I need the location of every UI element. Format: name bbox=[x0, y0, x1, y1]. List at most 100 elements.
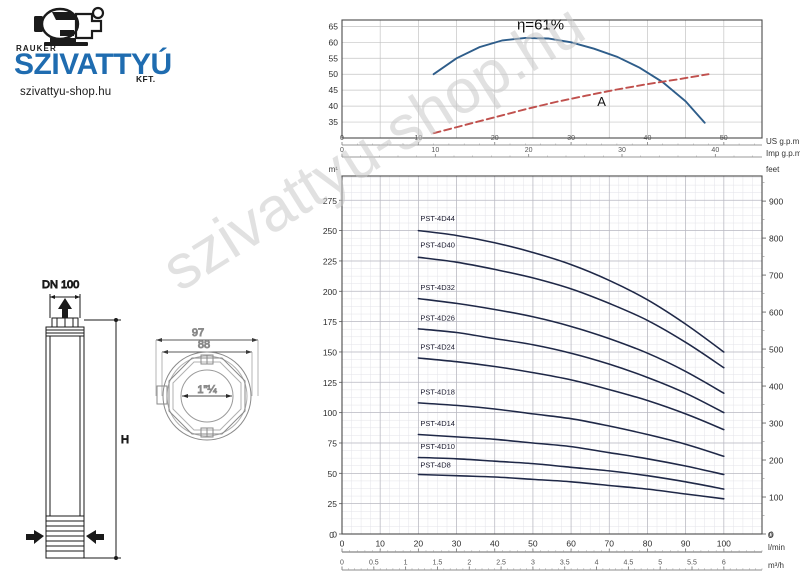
performance-y-tick: 275 bbox=[323, 196, 337, 206]
height-dimension-label: H bbox=[121, 434, 129, 446]
performance-curve bbox=[417, 473, 725, 500]
efficiency-curves bbox=[432, 36, 710, 135]
performance-x-axis-unit: m³/h bbox=[768, 561, 784, 570]
performance-y-tick: 125 bbox=[323, 378, 337, 388]
performance-x-tick: 0 bbox=[340, 539, 345, 549]
performance-plot-frame bbox=[341, 175, 763, 535]
pump-cross-section-drawing: 97 88 bbox=[155, 327, 259, 441]
performance-x-tick: 5 bbox=[658, 560, 662, 567]
performance-curve bbox=[417, 297, 725, 394]
performance-y-tick: 100 bbox=[323, 408, 337, 418]
pump-side-view-drawing: DN 100 bbox=[26, 279, 130, 560]
inner-diameter-label: 88 bbox=[198, 339, 210, 351]
efficiency-x-tick: 50 bbox=[720, 135, 728, 142]
performance-y-tick-right: 700 bbox=[769, 271, 783, 281]
performance-x-tick: 3 bbox=[531, 560, 535, 567]
performance-x-tick: 2 bbox=[467, 560, 471, 567]
efficiency-x-tick: 0 bbox=[340, 135, 344, 142]
brand-logo: RAUKER SZIVATTYÚ KFT. szivattyu-shop.hu bbox=[8, 4, 198, 104]
performance-curve-label: PST-4D8 bbox=[420, 460, 450, 469]
performance-y-tick-right: 200 bbox=[769, 456, 783, 466]
performance-y-tick-right: 500 bbox=[769, 345, 783, 355]
performance-curve bbox=[417, 433, 725, 476]
performance-curve-label: PST-4D24 bbox=[420, 343, 455, 352]
efficiency-y-tick: 35 bbox=[329, 117, 339, 127]
efficiency-curve bbox=[432, 73, 710, 135]
performance-x-tick: 6 bbox=[722, 560, 726, 567]
performance-curve bbox=[417, 357, 725, 431]
performance-x-tick: 80 bbox=[643, 539, 653, 549]
pump-logo-icon bbox=[34, 6, 105, 46]
performance-curve-label: PST-4D10 bbox=[420, 442, 455, 451]
performance-y-tick-labels: 0 25 50 75 100 125 150 175 200 225 250 275 bbox=[323, 196, 342, 540]
performance-curve-label: PST-4D14 bbox=[420, 419, 455, 428]
performance-x-tick: 0 bbox=[340, 560, 344, 567]
efficiency-y-tick: 50 bbox=[329, 69, 339, 79]
performance-y-tick: 225 bbox=[323, 256, 337, 266]
performance-x-tick: 30 bbox=[452, 539, 462, 549]
performance-x-tick: 0.5 bbox=[369, 560, 379, 567]
performance-curves bbox=[417, 229, 725, 500]
performance-y-tick-labels-right: 0 100 200 300 400 500 600 700 800 900 bbox=[762, 182, 783, 540]
performance-curve-label: PST-4D18 bbox=[420, 387, 455, 396]
efficiency-x-tick: 0 bbox=[340, 147, 344, 154]
efficiency-x-tick: 30 bbox=[618, 147, 626, 154]
brand-name: SZIVATTYÚ bbox=[14, 48, 172, 81]
performance-curve bbox=[417, 328, 725, 414]
performance-curve-label: PST-4D32 bbox=[420, 283, 455, 292]
efficiency-curve bbox=[432, 36, 706, 124]
efficiency-x-tick: 30 bbox=[567, 135, 575, 142]
efficiency-x-tick: 40 bbox=[711, 147, 719, 154]
performance-x-tick: 90 bbox=[681, 539, 691, 549]
performance-y-tick: 25 bbox=[328, 499, 338, 509]
brand-suffix: KFT. bbox=[136, 74, 156, 84]
efficiency-annotation: η=61% bbox=[517, 17, 564, 34]
performance-x-tick: 4 bbox=[595, 560, 599, 567]
performance-curve-label: PST-4D26 bbox=[420, 313, 455, 322]
efficiency-annotation: A bbox=[597, 94, 606, 109]
performance-x-tick: 40 bbox=[490, 539, 500, 549]
efficiency-x-axis-unit: Imp g.p.m. bbox=[766, 149, 800, 158]
performance-x-tick: 1 bbox=[404, 560, 408, 567]
efficiency-y-tick: 60 bbox=[329, 37, 339, 47]
efficiency-y-tick-labels: 35 40 45 50 55 60 65 bbox=[329, 21, 339, 127]
performance-y-tick-right: 600 bbox=[769, 308, 783, 318]
bore-size-label: 1"¼ bbox=[197, 384, 217, 396]
performance-y-tick-right: 300 bbox=[769, 419, 783, 429]
performance-y-tick-right: 100 bbox=[769, 493, 783, 503]
performance-curve bbox=[417, 402, 725, 458]
performance-y-tick-right: 900 bbox=[769, 197, 783, 207]
efficiency-y-tick: 65 bbox=[329, 21, 339, 31]
performance-x-tick: 70 bbox=[605, 539, 615, 549]
efficiency-chart-grid bbox=[341, 20, 763, 138]
performance-curve bbox=[417, 256, 725, 369]
efficiency-y-tick: 40 bbox=[329, 101, 339, 111]
performance-y-tick-right: 0 bbox=[769, 530, 774, 540]
y-axis-unit-left: m¹ bbox=[329, 165, 339, 174]
performance-x-tick: 50 bbox=[528, 539, 538, 549]
efficiency-annotations: η=61% A bbox=[517, 17, 606, 110]
efficiency-plot-frame bbox=[341, 19, 763, 139]
outer-diameter-label: 97 bbox=[192, 327, 204, 339]
efficiency-x-tick: 20 bbox=[525, 147, 533, 154]
performance-x-tick: 2.5 bbox=[496, 560, 506, 567]
performance-curve-labels: PST-4D44 PST-4D40 PST-4D32 PST-4D26 PST-4D24… bbox=[420, 214, 455, 469]
performance-x-tick: 20 bbox=[414, 539, 424, 549]
y-axis-unit-right: feet bbox=[766, 165, 780, 174]
performance-x-tick: 3.5 bbox=[560, 560, 570, 567]
performance-y-tick-right: 400 bbox=[769, 382, 783, 392]
performance-x-axis-unit: l/min bbox=[768, 543, 785, 552]
performance-y-tick: 150 bbox=[323, 347, 337, 357]
efficiency-x-tick: 10 bbox=[431, 147, 439, 154]
brand-top-text: RAUKER bbox=[16, 44, 57, 53]
performance-x-tick: 100 bbox=[717, 539, 731, 549]
performance-y-tick: 0 bbox=[332, 530, 337, 540]
efficiency-y-tick: 45 bbox=[329, 85, 339, 95]
efficiency-x-tick: 10 bbox=[414, 135, 422, 142]
performance-curve-label: PST-4D44 bbox=[420, 214, 455, 223]
